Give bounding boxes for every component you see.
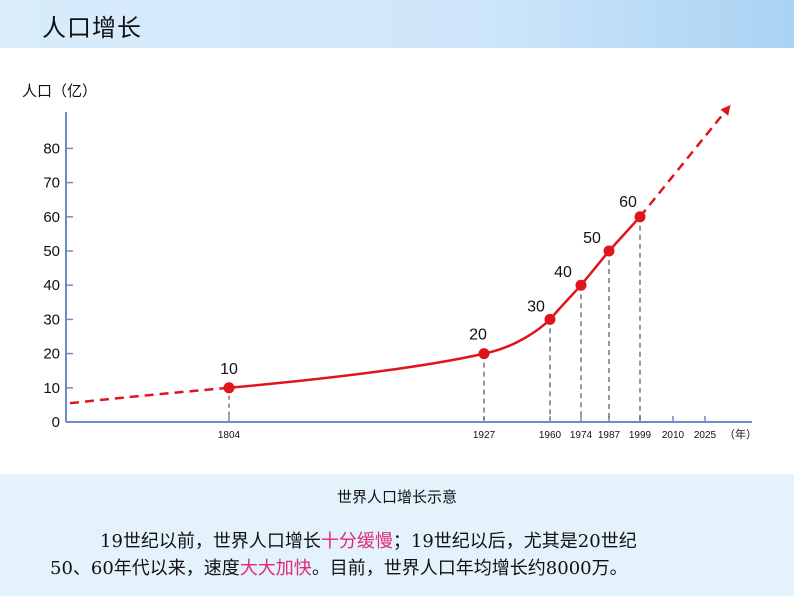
data-point <box>634 211 646 223</box>
page-title: 人口增长 <box>42 14 142 42</box>
data-point <box>223 382 235 394</box>
data-label: 50 <box>583 230 601 247</box>
paragraph-text: 。目前，世界人口年均增长约8000万。 <box>311 558 628 579</box>
x-axis-label: （年） <box>724 427 757 441</box>
x-tick-label: 1960 <box>539 430 562 441</box>
x-tick-label: 1927 <box>473 430 496 441</box>
y-tick-label: 20 <box>43 346 60 363</box>
y-tick-label: 30 <box>43 311 60 328</box>
data-label: 10 <box>220 361 238 378</box>
slide-header: 人口增长 <box>0 0 794 48</box>
highlight-text: 大大加快 <box>239 558 312 579</box>
data-point <box>544 313 556 325</box>
chart-caption: 世界人口增长示意 <box>336 488 457 506</box>
data-point <box>603 245 615 257</box>
y-tick-label: 60 <box>43 209 60 226</box>
paragraph-line-2: 50、60年代以来，速度大大加快。目前，世界人口年均增长约8000万。 <box>48 555 768 582</box>
y-tick-label: 70 <box>43 175 60 192</box>
y-tick-label: 50 <box>43 243 60 260</box>
data-label: 60 <box>619 194 637 211</box>
data-label: 30 <box>527 298 545 315</box>
y-axis-label: 人口（亿） <box>22 83 97 100</box>
x-tick-label: 1804 <box>218 430 241 441</box>
data-label: 20 <box>469 327 487 344</box>
chart-area: 人口（亿） 0 10 20 30 40 50 60 70 80 1804 1927 1960 1974 19… <box>0 48 794 474</box>
description-paragraph: 19世纪以前，世界人口增长十分缓慢；19世纪以后，尤其是20世纪 50、60年代… <box>48 528 768 582</box>
paragraph-text: ；19世纪以后，尤其是20世纪 <box>392 531 637 552</box>
paragraph-text: 19世纪以前，世界人口增长 <box>100 531 321 552</box>
y-tick-label: 10 <box>43 380 60 397</box>
x-tick-label: 1987 <box>598 430 621 441</box>
x-tick-label: 2025 <box>694 430 717 441</box>
data-label: 40 <box>554 264 572 281</box>
curve-dashed-lead <box>69 386 230 405</box>
y-tick-label: 80 <box>43 140 60 157</box>
population-chart: 人口（亿） 0 10 20 30 40 50 60 70 80 1804 1927 1960 1974 19… <box>22 83 757 441</box>
paragraph-line-1: 19世纪以前，世界人口增长十分缓慢；19世纪以后，尤其是20世纪 <box>48 528 768 555</box>
projection-arrow <box>639 104 731 218</box>
data-point <box>478 348 490 360</box>
data-point <box>575 279 587 291</box>
x-tick-label: 1974 <box>570 430 593 441</box>
y-tick-label: 40 <box>43 277 60 294</box>
x-tick-label: 2010 <box>662 430 685 441</box>
description-panel <box>0 474 794 596</box>
population-curve <box>228 215 641 390</box>
y-tick-label: 0 <box>52 414 60 431</box>
x-tick-label: 1999 <box>629 430 652 441</box>
paragraph-text: 50、60年代以来，速度 <box>50 558 240 579</box>
highlight-text: 十分缓慢 <box>320 531 393 552</box>
